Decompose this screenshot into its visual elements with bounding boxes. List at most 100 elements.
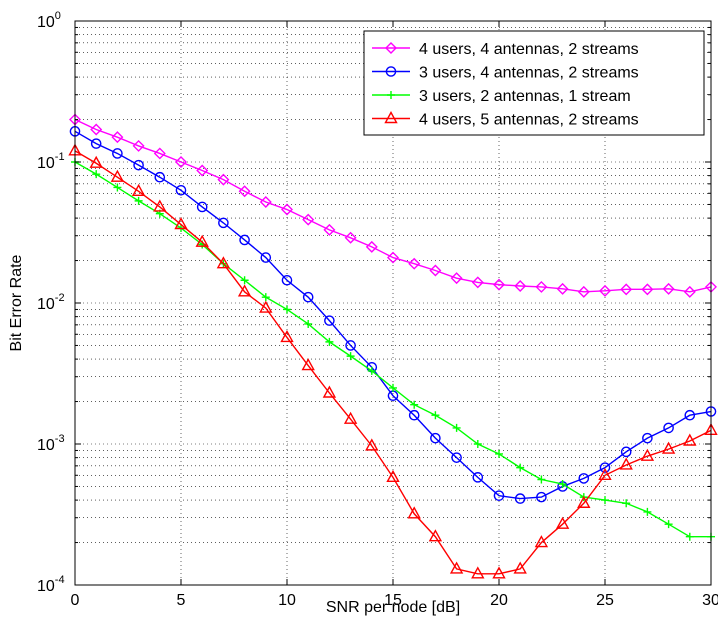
data-point-circle bbox=[430, 432, 441, 444]
data-point-diamond bbox=[90, 123, 103, 136]
data-point-plus bbox=[643, 507, 652, 516]
data-point-triangle bbox=[322, 385, 337, 398]
data-point-diamond bbox=[683, 285, 696, 298]
data-point-triangle bbox=[365, 438, 379, 451]
data-point-plus bbox=[558, 480, 567, 489]
data-point-circle bbox=[239, 234, 250, 246]
series-line bbox=[74, 150, 712, 575]
data-point-triangle bbox=[384, 111, 398, 124]
data-point-circle bbox=[408, 409, 420, 421]
data-point-diamond bbox=[429, 264, 442, 277]
data-point-diamond bbox=[450, 272, 463, 285]
y-tick-label: 100 bbox=[37, 10, 61, 31]
data-point-diamond bbox=[471, 276, 484, 289]
data-point-circle bbox=[112, 148, 123, 159]
data-point-triangle bbox=[598, 467, 612, 480]
data-point-diamond bbox=[259, 196, 272, 209]
data-point-plus bbox=[495, 449, 503, 458]
data-point-diamond bbox=[493, 278, 505, 291]
data-point-circle bbox=[175, 184, 187, 196]
data-point-diamond bbox=[556, 282, 569, 295]
data-point-diamond bbox=[111, 131, 124, 144]
data-point-diamond bbox=[385, 42, 397, 54]
data-point-diamond bbox=[175, 156, 187, 168]
data-point-triangle bbox=[513, 561, 527, 574]
data-point-plus bbox=[134, 196, 143, 205]
data-point-triangle bbox=[216, 256, 231, 269]
data-point-diamond bbox=[238, 185, 251, 198]
y-tick-label: 10-3 bbox=[37, 433, 65, 454]
data-point-triangle bbox=[683, 433, 697, 446]
data-point-circle bbox=[302, 291, 314, 303]
y-tick-label: 10-2 bbox=[37, 292, 65, 313]
data-point-plus bbox=[685, 532, 694, 541]
data-point-circle bbox=[514, 493, 526, 504]
data-point-plus bbox=[664, 520, 673, 529]
data-point-diamond bbox=[641, 283, 654, 296]
data-point-plus bbox=[601, 496, 609, 505]
data-point-circle bbox=[133, 159, 144, 171]
x-tick-label: 20 bbox=[490, 592, 508, 609]
data-point-triangle bbox=[449, 561, 464, 574]
data-point-triangle bbox=[110, 169, 125, 182]
data-point-circle bbox=[684, 409, 696, 421]
x-axis-label: SNR per node [dB] bbox=[326, 599, 460, 616]
data-point-diamond bbox=[281, 203, 293, 216]
data-point-diamond bbox=[344, 231, 357, 244]
data-point-triangle bbox=[555, 516, 570, 529]
data-point-plus bbox=[410, 400, 419, 409]
legend-label: 3 users, 2 antennas, 1 stream bbox=[419, 88, 631, 105]
data-point-plus bbox=[346, 352, 355, 361]
data-point-circle bbox=[599, 462, 611, 473]
data-point-plus bbox=[261, 293, 270, 302]
data-point-diamond bbox=[196, 164, 209, 177]
data-point-plus bbox=[473, 440, 482, 448]
x-tick-label: 30 bbox=[702, 592, 718, 609]
data-point-triangle bbox=[640, 448, 655, 461]
data-point-diamond bbox=[153, 147, 166, 160]
y-tick-label: 10-1 bbox=[37, 151, 65, 172]
data-point-triangle bbox=[280, 329, 294, 343]
data-point-triangle bbox=[577, 495, 591, 508]
data-point-circle bbox=[324, 315, 335, 326]
data-point-circle bbox=[620, 446, 632, 458]
data-point-circle bbox=[536, 491, 547, 503]
axis-ticks bbox=[74, 20, 712, 586]
legend: 4 users, 4 antennas, 2 streams 3 users, 4… bbox=[363, 30, 705, 136]
data-point-triangle bbox=[237, 284, 252, 297]
data-point-triangle bbox=[534, 535, 549, 548]
data-point-plus bbox=[240, 276, 249, 285]
data-point-triangle bbox=[174, 217, 188, 230]
data-point-plus bbox=[387, 91, 395, 99]
series-line bbox=[74, 118, 712, 293]
data-point-diamond bbox=[620, 283, 633, 296]
data-point-circle bbox=[493, 490, 505, 501]
data-point-diamond bbox=[514, 280, 527, 292]
data-point-triangle bbox=[492, 566, 506, 579]
data-point-diamond bbox=[323, 223, 336, 236]
data-point-triangle bbox=[661, 441, 676, 454]
data-point-diamond bbox=[577, 285, 590, 298]
data-point-triangle bbox=[619, 457, 633, 470]
data-point-plus bbox=[92, 170, 101, 179]
data-point-plus bbox=[389, 383, 397, 392]
data-point-circle bbox=[196, 201, 208, 213]
data-point-circle bbox=[90, 138, 102, 149]
data-point-diamond bbox=[599, 284, 611, 297]
data-point-diamond bbox=[408, 257, 421, 270]
series-layer bbox=[68, 113, 718, 579]
x-tick-label: 15 bbox=[384, 592, 402, 609]
tick-labels: 0 5 10 15 20 25 30 10-4 10-3 10-2 10-1 100 bbox=[37, 10, 718, 609]
data-point-triangle bbox=[259, 300, 273, 313]
data-point-plus bbox=[304, 319, 313, 328]
data-point-circle bbox=[642, 432, 653, 444]
data-point-diamond bbox=[217, 173, 230, 186]
series-line bbox=[74, 130, 712, 500]
series-2 bbox=[69, 126, 717, 504]
data-point-triangle bbox=[131, 183, 146, 196]
data-point-circle bbox=[472, 472, 484, 483]
data-point-triangle bbox=[153, 199, 167, 212]
data-point-plus bbox=[537, 475, 546, 484]
data-point-plus bbox=[622, 499, 631, 508]
